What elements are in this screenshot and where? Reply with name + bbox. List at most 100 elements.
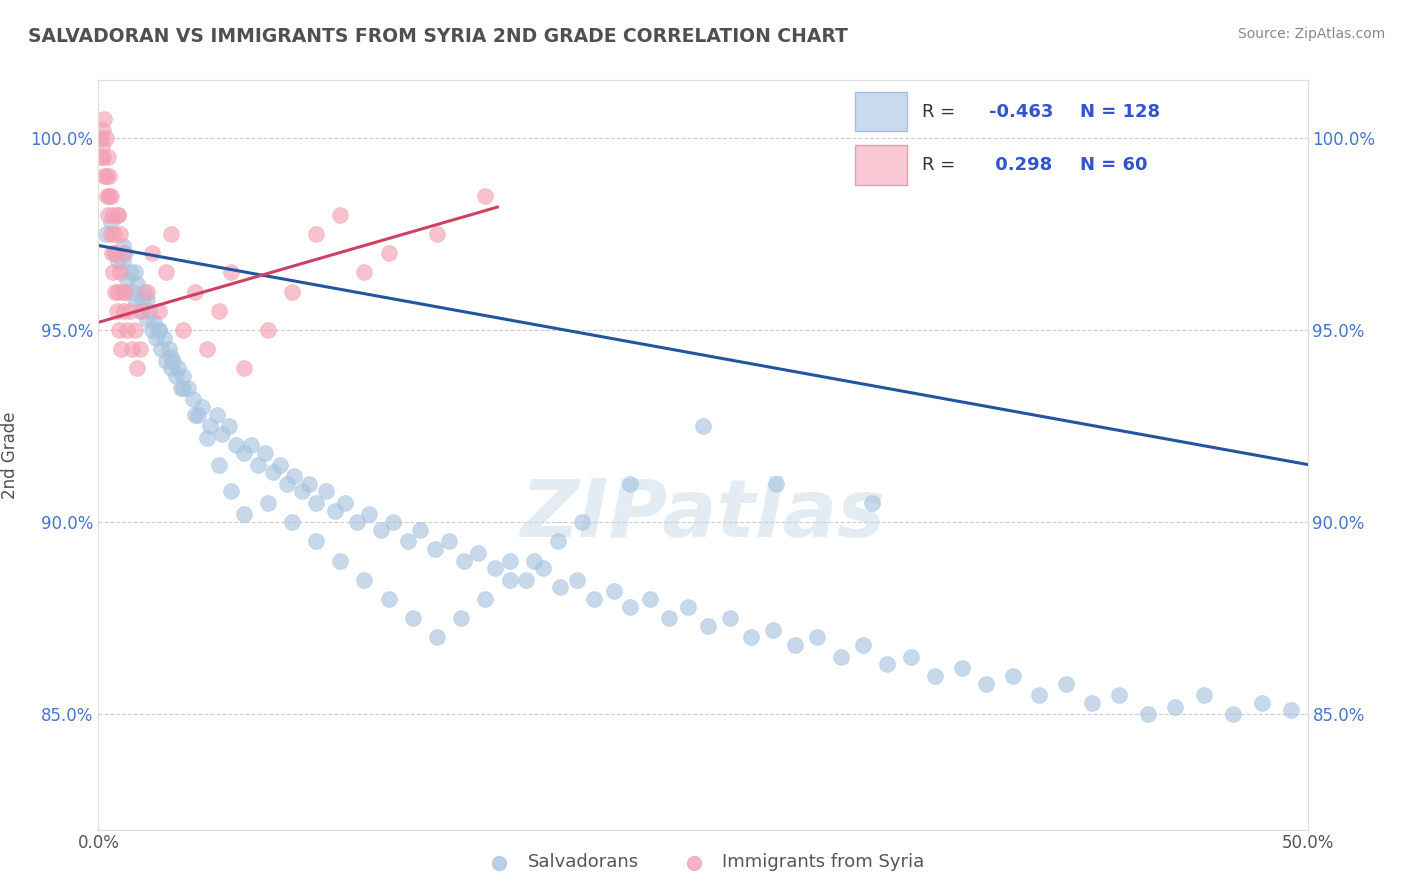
Point bbox=[135, 285, 157, 299]
Point bbox=[111, 238, 134, 252]
Point bbox=[523, 553, 546, 567]
Text: SALVADORAN VS IMMIGRANTS FROM SYRIA 2ND GRADE CORRELATION CHART: SALVADORAN VS IMMIGRANTS FROM SYRIA 2ND … bbox=[28, 27, 848, 45]
Point bbox=[239, 438, 262, 452]
Point bbox=[97, 208, 120, 222]
Point bbox=[696, 619, 718, 633]
Point bbox=[141, 246, 163, 260]
Point bbox=[765, 476, 787, 491]
Point bbox=[619, 476, 641, 491]
Point bbox=[353, 265, 375, 279]
Point bbox=[138, 303, 160, 318]
Point bbox=[276, 476, 298, 491]
Point bbox=[974, 676, 997, 690]
Point bbox=[104, 285, 127, 299]
Point bbox=[409, 523, 432, 537]
Point bbox=[108, 323, 131, 337]
Point bbox=[124, 265, 146, 279]
Point bbox=[101, 265, 124, 279]
Point bbox=[100, 215, 122, 229]
Point bbox=[474, 592, 496, 607]
Point bbox=[160, 350, 183, 364]
Point bbox=[107, 208, 129, 222]
Point bbox=[256, 496, 278, 510]
Point bbox=[111, 253, 134, 268]
Point bbox=[143, 315, 166, 329]
Point bbox=[1001, 669, 1024, 683]
Point bbox=[100, 246, 122, 260]
Point bbox=[114, 246, 136, 260]
Text: N = 60: N = 60 bbox=[1080, 156, 1147, 174]
Point bbox=[101, 208, 124, 222]
Point bbox=[198, 419, 221, 434]
Point bbox=[169, 381, 191, 395]
Point bbox=[94, 131, 117, 145]
Point bbox=[370, 523, 392, 537]
Point bbox=[247, 458, 270, 472]
Point bbox=[619, 599, 641, 614]
Point bbox=[423, 542, 446, 557]
Point bbox=[718, 611, 741, 625]
Point bbox=[91, 138, 114, 153]
Point bbox=[1163, 699, 1185, 714]
Point bbox=[108, 265, 131, 279]
Point bbox=[128, 303, 150, 318]
Point bbox=[329, 208, 352, 222]
Point bbox=[91, 123, 114, 137]
Point bbox=[1136, 707, 1159, 722]
Point bbox=[550, 581, 572, 595]
Point bbox=[1028, 688, 1050, 702]
Point bbox=[474, 188, 496, 202]
Point bbox=[353, 573, 375, 587]
Point bbox=[148, 303, 170, 318]
Point bbox=[567, 573, 589, 587]
Point bbox=[195, 343, 218, 357]
Text: ZIPatlas: ZIPatlas bbox=[520, 475, 886, 554]
Point bbox=[602, 584, 624, 599]
Point bbox=[107, 253, 129, 268]
Point bbox=[91, 150, 114, 164]
Point bbox=[172, 381, 194, 395]
Point bbox=[184, 408, 207, 422]
Point bbox=[100, 227, 122, 241]
Point bbox=[172, 369, 194, 384]
Text: -0.463: -0.463 bbox=[990, 103, 1053, 120]
Text: N = 128: N = 128 bbox=[1080, 103, 1160, 120]
Point bbox=[305, 227, 328, 241]
Point bbox=[1081, 696, 1104, 710]
Point bbox=[283, 469, 305, 483]
Point bbox=[1192, 688, 1215, 702]
Point bbox=[195, 431, 218, 445]
Point bbox=[103, 227, 125, 241]
Point bbox=[111, 246, 134, 260]
Point bbox=[184, 285, 207, 299]
Point bbox=[114, 285, 136, 299]
Point bbox=[950, 661, 973, 675]
Point bbox=[221, 265, 243, 279]
Point bbox=[124, 323, 146, 337]
Point bbox=[396, 534, 419, 549]
Point bbox=[118, 303, 141, 318]
Point bbox=[107, 208, 129, 222]
Point bbox=[131, 293, 153, 307]
Point bbox=[359, 508, 381, 522]
Point bbox=[127, 361, 149, 376]
Point bbox=[172, 323, 194, 337]
Point bbox=[127, 277, 149, 291]
Point bbox=[135, 293, 157, 307]
Point bbox=[148, 323, 170, 337]
Point bbox=[100, 188, 122, 202]
Point bbox=[571, 515, 593, 529]
Point bbox=[305, 534, 328, 549]
Point bbox=[762, 623, 785, 637]
Point bbox=[547, 534, 569, 549]
Point bbox=[290, 484, 312, 499]
Point bbox=[98, 169, 121, 184]
Point bbox=[783, 638, 806, 652]
Point bbox=[382, 515, 405, 529]
Text: Source: ZipAtlas.com: Source: ZipAtlas.com bbox=[1237, 27, 1385, 41]
Point bbox=[191, 400, 214, 414]
Point bbox=[97, 150, 120, 164]
Point bbox=[111, 285, 134, 299]
Point bbox=[876, 657, 898, 672]
Point bbox=[221, 484, 243, 499]
